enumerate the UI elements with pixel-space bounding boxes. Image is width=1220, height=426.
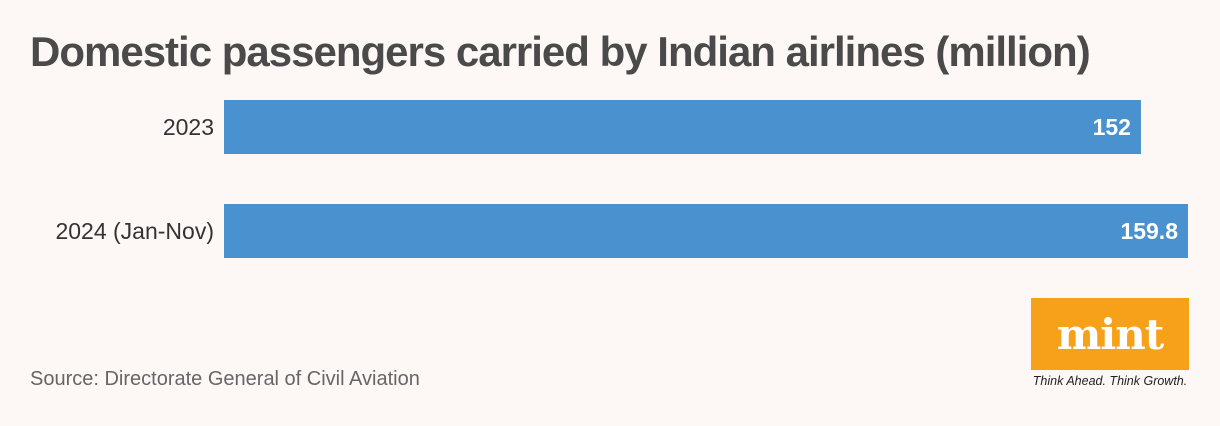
- bar-1: [224, 204, 1188, 258]
- bar-0: [224, 100, 1141, 154]
- category-label-0: 2023: [163, 114, 214, 140]
- bar-chart: 2023 152 2024 (Jan-Nov) 159.8: [55, 100, 1188, 258]
- source-note: Source: Directorate General of Civil Avi…: [30, 368, 420, 390]
- category-label-1: 2024 (Jan-Nov): [55, 218, 214, 244]
- bars-layer: 2023 152 2024 (Jan-Nov) 159.8: [55, 100, 1188, 258]
- value-label-1: 159.8: [1120, 218, 1178, 244]
- value-label-0: 152: [1093, 114, 1131, 140]
- chart-title: Domestic passengers carried by Indian ai…: [30, 28, 1091, 75]
- mint-logo: mint: [1031, 298, 1189, 370]
- logo-tagline: Think Ahead. Think Growth.: [1032, 374, 1188, 388]
